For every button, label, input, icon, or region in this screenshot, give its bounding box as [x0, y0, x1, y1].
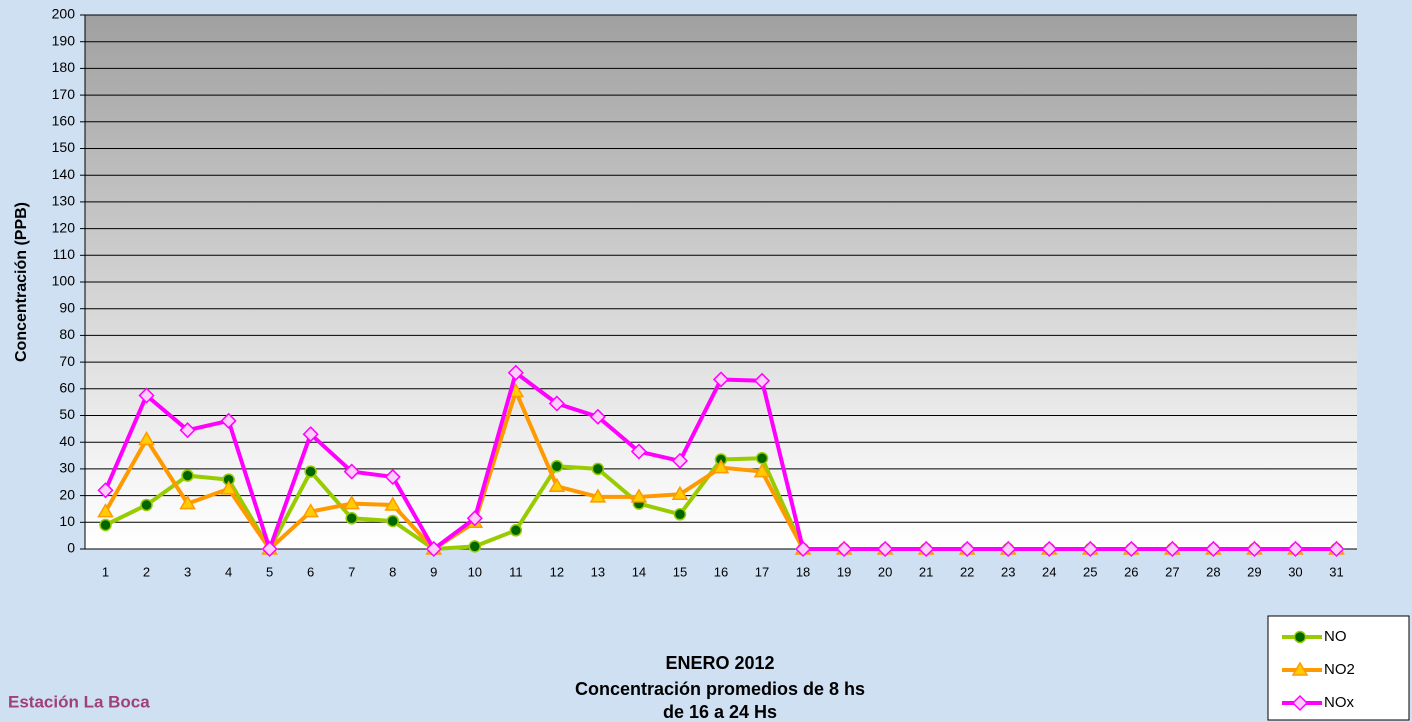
x-tick-label: 5 [266, 564, 273, 579]
x-tick-label: 3 [184, 564, 191, 579]
data-point [100, 519, 111, 530]
x-tick-label: 10 [468, 564, 482, 579]
x-tick-label: 9 [430, 564, 437, 579]
y-tick-label: 50 [59, 406, 75, 422]
legend-label: NO [1324, 628, 1347, 645]
y-tick-label: 130 [52, 193, 76, 209]
x-tick-label: 2 [143, 564, 150, 579]
x-tick-label: 24 [1042, 564, 1056, 579]
x-tick-label: 1 [102, 564, 109, 579]
x-tick-label: 18 [796, 564, 810, 579]
x-tick-label: 23 [1001, 564, 1015, 579]
x-tick-label: 19 [837, 564, 851, 579]
data-point [141, 499, 152, 510]
chart-title: de 16 a 24 Hs [663, 702, 777, 722]
y-tick-label: 20 [59, 486, 75, 502]
y-tick-label: 0 [67, 540, 75, 556]
data-point [592, 463, 603, 474]
x-tick-label: 31 [1329, 564, 1343, 579]
y-tick-label: 70 [59, 353, 75, 369]
y-tick-label: 10 [59, 513, 75, 529]
y-tick-label: 190 [52, 32, 76, 48]
legend-label: NO2 [1324, 661, 1355, 678]
x-tick-label: 13 [591, 564, 605, 579]
y-tick-label: 90 [59, 299, 75, 315]
y-tick-label: 100 [52, 273, 76, 289]
y-tick-label: 60 [59, 380, 75, 396]
y-tick-label: 30 [59, 460, 75, 476]
y-tick-label: 170 [52, 86, 76, 102]
data-point [469, 541, 480, 552]
x-tick-label: 7 [348, 564, 355, 579]
chart-title: ENERO 2012 [665, 653, 774, 673]
x-tick-label: 17 [755, 564, 769, 579]
x-tick-label: 28 [1206, 564, 1220, 579]
chart-title: Concentración promedios de 8 hs [575, 679, 865, 699]
y-tick-label: 140 [52, 166, 76, 182]
x-tick-label: 26 [1124, 564, 1138, 579]
legend-label: NOx [1324, 694, 1355, 711]
chart: ENERO 2012 Concentración promedios de 8 … [0, 0, 1412, 722]
y-tick-label: 160 [52, 113, 76, 129]
data-point [674, 509, 685, 520]
y-tick-label: 120 [52, 219, 76, 235]
x-tick-label: 20 [878, 564, 892, 579]
x-tick-label: 6 [307, 564, 314, 579]
x-tick-label: 16 [714, 564, 728, 579]
x-tick-label: 14 [632, 564, 646, 579]
legend-marker [1295, 632, 1306, 643]
y-tick-label: 110 [53, 246, 76, 262]
data-point [387, 515, 398, 526]
x-tick-label: 11 [509, 564, 523, 579]
data-point [757, 453, 768, 464]
x-tick-label: 30 [1288, 564, 1302, 579]
station-label: Estación La Boca [8, 692, 150, 711]
data-point [305, 466, 316, 477]
x-tick-label: 8 [389, 564, 396, 579]
x-tick-label: 15 [673, 564, 687, 579]
data-point [551, 461, 562, 472]
y-tick-label: 80 [59, 326, 75, 342]
y-tick-label: 150 [52, 139, 76, 155]
x-tick-label: 25 [1083, 564, 1097, 579]
data-point [510, 525, 521, 536]
y-tick-label: 200 [52, 6, 76, 22]
x-tick-label: 21 [919, 564, 933, 579]
x-tick-label: 4 [225, 564, 232, 579]
x-tick-label: 29 [1247, 564, 1261, 579]
x-tick-label: 27 [1165, 564, 1179, 579]
y-tick-label: 40 [59, 433, 75, 449]
data-point [346, 513, 357, 524]
y-tick-label: 180 [52, 59, 76, 75]
y-axis-label: Concentración (PPB) [13, 202, 30, 362]
x-tick-label: 12 [550, 564, 564, 579]
x-tick-label: 22 [960, 564, 974, 579]
data-point [182, 470, 193, 481]
